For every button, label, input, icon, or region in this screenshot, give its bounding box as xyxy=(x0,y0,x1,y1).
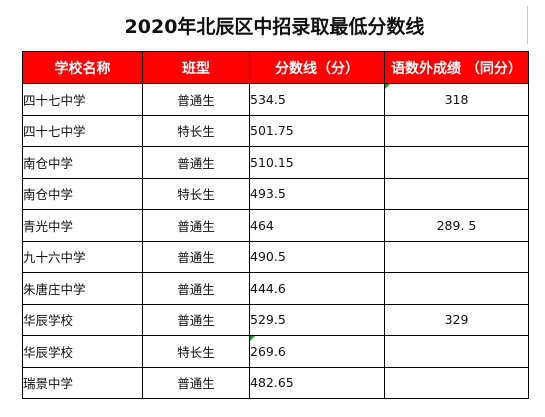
school-cell[interactable]: 四十七中学 xyxy=(22,114,143,147)
extra-score-cell[interactable] xyxy=(384,146,529,179)
class-type-cell[interactable]: 普通生 xyxy=(142,240,250,273)
score-cell[interactable]: 269.6 xyxy=(249,335,385,368)
score-cell[interactable]: 534.5 xyxy=(249,83,385,116)
table-row: 青光中学 普通生 464 289. 5 xyxy=(22,209,529,242)
score-cell[interactable]: 490.5 xyxy=(249,240,385,273)
header-score: 分数线（分） xyxy=(249,51,385,84)
school-cell[interactable]: 青光中学 xyxy=(22,209,143,242)
table-row: 四十七中学 特长生 501.75 xyxy=(22,114,529,147)
score-cell[interactable]: 482.65 xyxy=(249,366,385,399)
score-value: 269.6 xyxy=(250,343,286,359)
table-row: 九十六中学 普通生 490.5 xyxy=(22,240,529,273)
school-cell[interactable]: 南仓中学 xyxy=(22,177,143,210)
class-type-cell[interactable]: 特长生 xyxy=(142,114,250,147)
class-type-cell[interactable]: 普通生 xyxy=(142,146,250,179)
table-row: 南仓中学 普通生 510.15 xyxy=(22,146,529,179)
table-title: 2020年北辰区中招录取最低分数线 xyxy=(22,6,528,44)
table-row: 南仓中学 特长生 493.5 xyxy=(22,177,529,210)
score-cell[interactable]: 510.15 xyxy=(249,146,385,179)
comment-marker-icon xyxy=(250,336,255,341)
extra-score-cell[interactable] xyxy=(384,272,529,305)
extra-score-cell[interactable] xyxy=(384,366,529,399)
extra-score-cell[interactable] xyxy=(384,177,529,210)
table-row: 华辰学校 特长生 269.6 xyxy=(22,335,529,368)
school-cell[interactable]: 九十六中学 xyxy=(22,240,143,273)
class-type-cell[interactable]: 特长生 xyxy=(142,335,250,368)
school-cell[interactable]: 瑞景中学 xyxy=(22,366,143,399)
extra-score-cell[interactable] xyxy=(384,114,529,147)
table-row: 瑞景中学 普通生 482.65 xyxy=(22,366,529,399)
class-type-cell[interactable]: 普通生 xyxy=(142,83,250,116)
header-school: 学校名称 xyxy=(22,51,143,84)
extra-score-cell[interactable] xyxy=(384,335,529,368)
score-cell[interactable]: 501.75 xyxy=(249,114,385,147)
score-cell[interactable]: 493.5 xyxy=(249,177,385,210)
class-type-cell[interactable]: 普通生 xyxy=(142,272,250,305)
header-extra-score: 语数外成绩 （同分） xyxy=(384,51,529,84)
score-cell[interactable]: 529.5 xyxy=(249,303,385,336)
table-row: 四十七中学 普通生 534.5 318 xyxy=(22,83,529,116)
extra-score-cell[interactable]: 318 xyxy=(384,83,529,116)
score-cell[interactable]: 464 xyxy=(249,209,385,242)
score-table: 学校名称 班型 分数线（分） 语数外成绩 （同分） 四十七中学 普通生 534.… xyxy=(22,51,529,399)
header-row: 学校名称 班型 分数线（分） 语数外成绩 （同分） xyxy=(22,51,529,84)
header-class-type: 班型 xyxy=(142,51,250,84)
school-cell[interactable]: 南仓中学 xyxy=(22,146,143,179)
extra-score-cell[interactable]: 329 xyxy=(384,303,529,336)
class-type-cell[interactable]: 普通生 xyxy=(142,303,250,336)
class-type-cell[interactable]: 普通生 xyxy=(142,366,250,399)
table-row: 华辰学校 普通生 529.5 329 xyxy=(22,303,529,336)
class-type-cell[interactable]: 特长生 xyxy=(142,177,250,210)
class-type-cell[interactable]: 普通生 xyxy=(142,209,250,242)
comment-marker-icon xyxy=(385,84,390,89)
extra-score-value: 318 xyxy=(444,91,469,107)
school-cell[interactable]: 朱唐庄中学 xyxy=(22,272,143,305)
school-cell[interactable]: 四十七中学 xyxy=(22,83,143,116)
score-cell[interactable]: 444.6 xyxy=(249,272,385,305)
school-cell[interactable]: 华辰学校 xyxy=(22,335,143,368)
extra-score-cell[interactable]: 289. 5 xyxy=(384,209,529,242)
table-row: 朱唐庄中学 普通生 444.6 xyxy=(22,272,529,305)
extra-score-cell[interactable] xyxy=(384,240,529,273)
school-cell[interactable]: 华辰学校 xyxy=(22,303,143,336)
